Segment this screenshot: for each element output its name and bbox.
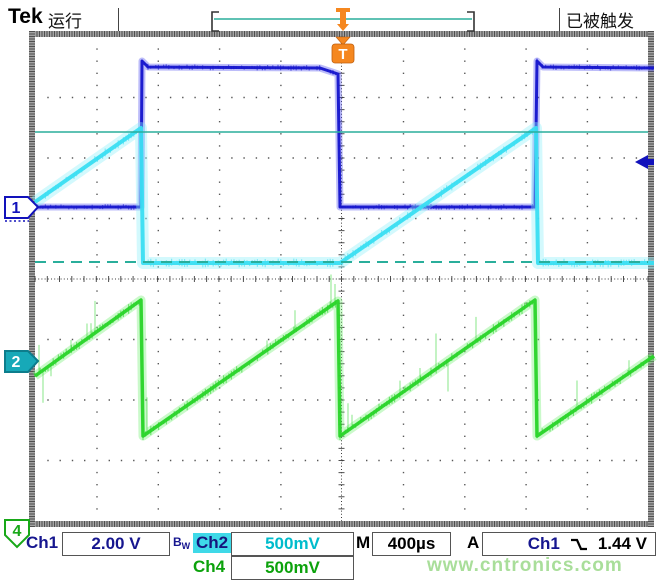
cursor-lines — [35, 131, 648, 263]
trigger-position-marker — [336, 8, 350, 31]
tek-logo: Tek — [8, 5, 43, 28]
svg-text:2: 2 — [12, 354, 21, 371]
ch1-label: Ch1 — [26, 533, 59, 552]
svg-text:1: 1 — [12, 200, 21, 217]
topbar-divider-left — [118, 8, 119, 31]
ch1-ground-marker: 1 — [4, 196, 40, 222]
ch4-scale-readout: 500mV — [231, 556, 354, 580]
watermark: www.cntronics.com — [427, 555, 623, 576]
trigger-source-label: A — [467, 533, 480, 552]
trigger-readout: Ch1 1.44 V — [482, 532, 656, 556]
ch4-waveform — [32, 274, 657, 441]
svg-text:4: 4 — [13, 523, 22, 540]
timebase-label: M — [356, 533, 371, 552]
graticule-ruler-top — [29, 31, 654, 37]
ch2-label: Ch2 — [193, 533, 232, 553]
trigger-time-flag: T — [331, 36, 355, 64]
trigger-level-arrow — [635, 155, 654, 169]
acquisition-run-status: 运行 — [48, 12, 82, 31]
trigger-status: 已被触发 — [566, 12, 634, 31]
graticule-ruler-right — [648, 31, 654, 527]
trigger-source: Ch1 — [527, 534, 560, 553]
ch2-ground-marker: 2 — [4, 350, 40, 373]
ch1-scale-readout: 2.00 V — [62, 532, 170, 556]
bandwidth-limit-icon: BW — [173, 535, 191, 551]
trigger-level: 1.44 V — [597, 534, 647, 553]
svg-text:T: T — [338, 46, 347, 63]
ch2-waveform — [31, 122, 654, 269]
timebase-readout: 400µs — [372, 532, 451, 556]
graticule-grid — [34, 36, 649, 521]
falling-edge-icon — [570, 538, 587, 550]
graticule-ruler-left — [29, 31, 35, 527]
ch2-scale-readout: 500mV — [231, 532, 354, 556]
ch4-ground-marker: 4 — [4, 519, 30, 549]
topbar-divider-right — [559, 8, 560, 31]
graticule-ruler-bottom — [29, 521, 654, 527]
ch4-label: Ch4 — [193, 557, 226, 576]
